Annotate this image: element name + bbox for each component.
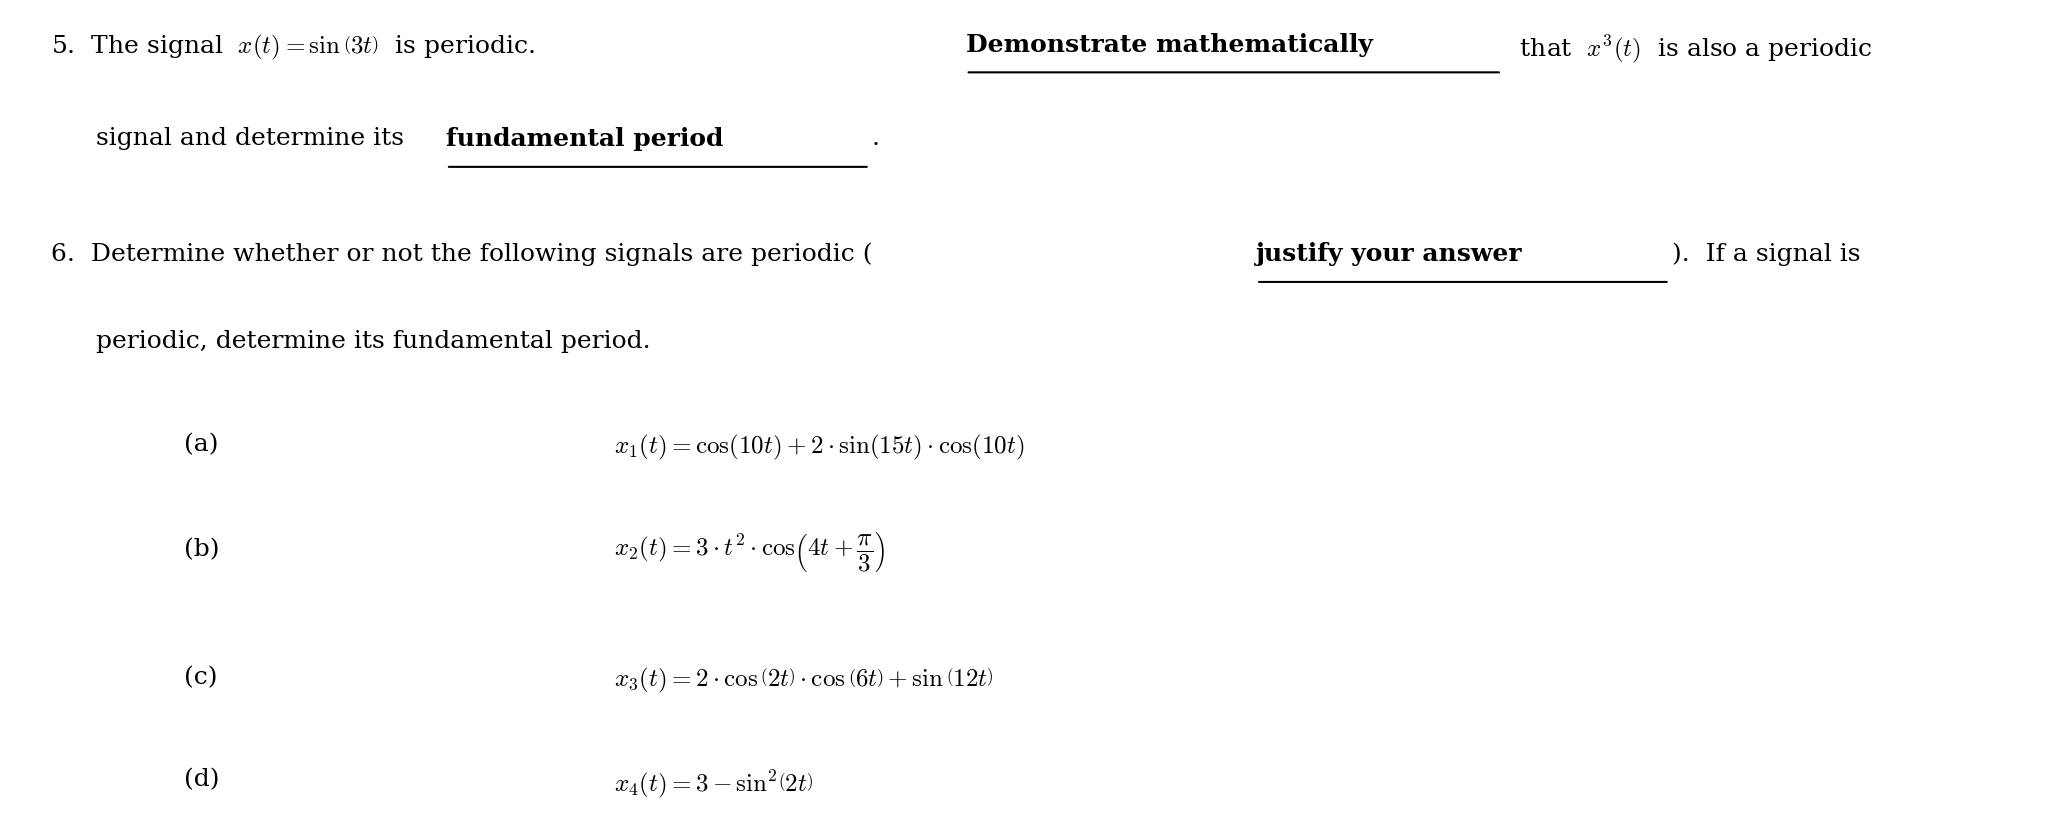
Text: (b): (b) bbox=[184, 538, 219, 561]
Text: 6.  Determine whether or not the following signals are periodic (: 6. Determine whether or not the followin… bbox=[51, 242, 874, 266]
Text: (d): (d) bbox=[184, 769, 219, 792]
Text: $x_1(t) = \cos(10t) + 2 \cdot \sin(15t) \cdot \cos(10t)$: $x_1(t) = \cos(10t) + 2 \cdot \sin(15t) … bbox=[614, 433, 1025, 462]
Text: (a): (a) bbox=[184, 433, 219, 456]
Text: (c): (c) bbox=[184, 666, 217, 689]
Text: 5.  The signal  $x(t) = \sin\left(3t\right)$  is periodic.: 5. The signal $x(t) = \sin\left(3t\right… bbox=[51, 33, 544, 62]
Text: ).  If a signal is: ). If a signal is bbox=[1672, 242, 1860, 266]
Text: justify your answer: justify your answer bbox=[1256, 242, 1522, 266]
Text: $x_3(t) = 2 \cdot \cos\left(2t\right) \cdot \cos\left(6t\right) + \sin\left(12t\: $x_3(t) = 2 \cdot \cos\left(2t\right) \c… bbox=[614, 666, 994, 695]
Text: Demonstrate mathematically: Demonstrate mathematically bbox=[966, 33, 1373, 57]
Text: .: . bbox=[872, 127, 880, 150]
Text: $x_2(t) = 3 \cdot t^2 \cdot \cos\!\left(4t + \dfrac{\pi}{3}\right)$: $x_2(t) = 3 \cdot t^2 \cdot \cos\!\left(… bbox=[614, 530, 884, 575]
Text: fundamental period: fundamental period bbox=[446, 127, 724, 151]
Text: $x_4(t) = 3 - \sin^2\!\left(2t\right)$: $x_4(t) = 3 - \sin^2\!\left(2t\right)$ bbox=[614, 769, 812, 801]
Text: that  $x^{3}(t)$  is also a periodic: that $x^{3}(t)$ is also a periodic bbox=[1504, 33, 1872, 65]
Text: signal and determine its: signal and determine its bbox=[96, 127, 419, 150]
Text: periodic, determine its fundamental period.: periodic, determine its fundamental peri… bbox=[96, 330, 651, 353]
